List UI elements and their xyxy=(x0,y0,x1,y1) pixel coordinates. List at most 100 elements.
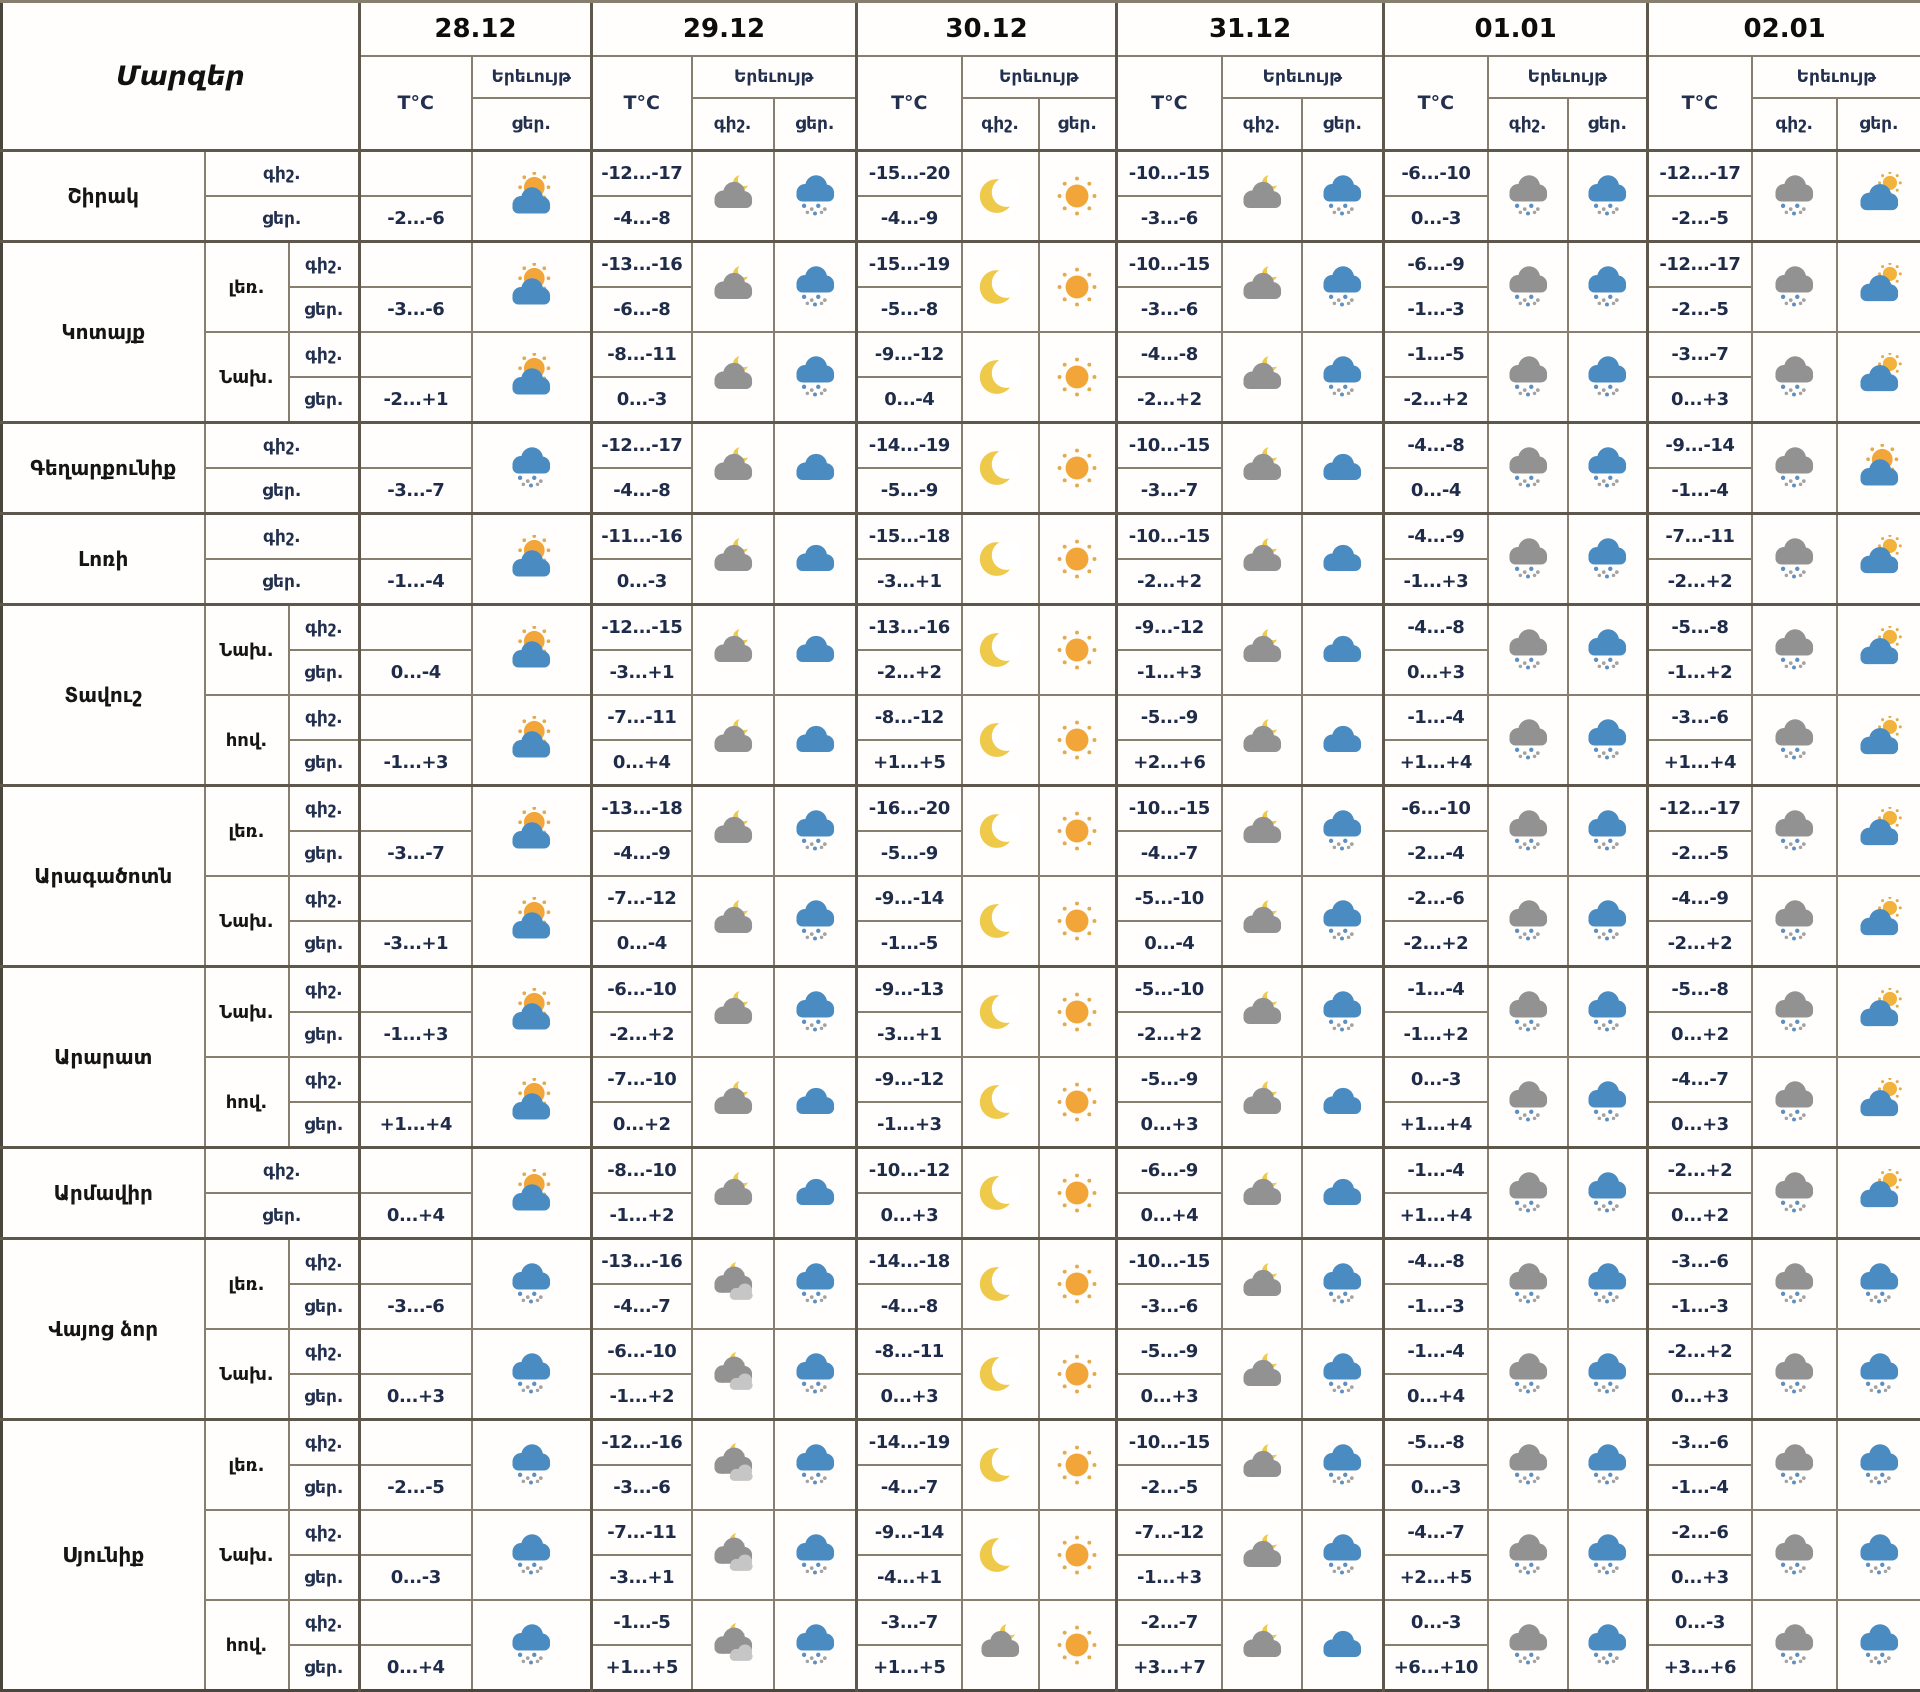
cloud-moon-icon xyxy=(1222,1420,1302,1511)
snow-cloud-blue-icon xyxy=(774,786,857,877)
snow-cloud-gray-icon xyxy=(1752,1239,1837,1330)
temp-day: -2...-5 xyxy=(1648,196,1752,242)
row-label-day: ցեր. xyxy=(289,1465,360,1510)
temp-day: 0...+3 xyxy=(360,1374,472,1420)
moon-icon xyxy=(962,876,1039,967)
clouds-moon-icon xyxy=(692,1329,774,1420)
cloud-blue-icon xyxy=(774,1057,857,1148)
temp-day: 0...+4 xyxy=(1117,1193,1222,1239)
moon-icon xyxy=(962,605,1039,696)
temp-night: -2...-6 xyxy=(1384,876,1488,921)
temp-day: 0...+4 xyxy=(592,740,692,786)
date-header-28.12: 28.12 xyxy=(360,2,592,57)
temp-night: -9...-12 xyxy=(857,1057,962,1102)
snow-cloud-gray-icon xyxy=(1488,1420,1568,1511)
snow-cloud-gray-icon xyxy=(1488,605,1568,696)
temp-night: -4...-8 xyxy=(1384,1239,1488,1285)
moon-icon xyxy=(962,786,1039,877)
snow-cloud-blue-icon xyxy=(1302,1420,1384,1511)
temp-day: -1...-4 xyxy=(360,559,472,605)
temp-night: -10...-12 xyxy=(857,1148,962,1194)
temp-day: -2...-4 xyxy=(1384,831,1488,876)
temp-night xyxy=(360,1148,472,1194)
cloud-sun-icon xyxy=(1837,786,1920,877)
snow-cloud-blue-icon xyxy=(774,1239,857,1330)
row-label-night: գիշ. xyxy=(205,514,360,560)
phenomenon-column-header: Երեւույթ xyxy=(1222,56,1384,98)
temp-night: -5...-8 xyxy=(1648,605,1752,651)
temp-day: 0...-3 xyxy=(1384,196,1488,242)
temp-day: +1...+4 xyxy=(1384,1193,1488,1239)
temp-night xyxy=(360,423,472,469)
snow-cloud-blue-icon xyxy=(774,242,857,333)
temp-night: -15...-19 xyxy=(857,242,962,288)
temp-day: +1...+4 xyxy=(1384,740,1488,786)
snow-cloud-blue-icon xyxy=(1302,876,1384,967)
snow-cloud-blue-icon xyxy=(774,1510,857,1600)
sun-icon xyxy=(1039,1329,1117,1420)
temp-night: -1...-5 xyxy=(1384,332,1488,377)
cloud-moon-icon xyxy=(692,876,774,967)
temp-night: -5...-8 xyxy=(1384,1420,1488,1466)
temp-night: -5...-8 xyxy=(1648,967,1752,1013)
temp-night: -5...-10 xyxy=(1117,967,1222,1013)
moon-icon xyxy=(962,1148,1039,1239)
temp-day: 0...+3 xyxy=(1648,377,1752,423)
temp-day: 0...+2 xyxy=(592,1102,692,1148)
row-label-day: ցեր. xyxy=(289,1374,360,1420)
cloud-moon-icon xyxy=(1222,967,1302,1058)
cloud-moon-icon xyxy=(692,242,774,333)
date-header-02.01: 02.01 xyxy=(1648,2,1920,57)
day-subheader: ցեր. xyxy=(1302,98,1384,151)
moon-icon xyxy=(962,1510,1039,1600)
cloud-moon-icon xyxy=(692,695,774,786)
snow-cloud-blue-icon xyxy=(1302,242,1384,333)
cloud-blue-icon xyxy=(1302,1057,1384,1148)
row-label-day: ցեր. xyxy=(205,1193,360,1239)
temp-day: -3...+1 xyxy=(360,921,472,967)
cloud-moon-icon xyxy=(1222,605,1302,696)
temp-night: -6...-10 xyxy=(592,967,692,1013)
sun-cloud-icon xyxy=(472,967,592,1058)
temp-night: -9...-14 xyxy=(1648,423,1752,469)
region-name: Արարատ xyxy=(2,967,205,1148)
snow-cloud-gray-icon xyxy=(1488,1239,1568,1330)
row-label-night: գիշ. xyxy=(289,876,360,921)
temp-day: +2...+5 xyxy=(1384,1555,1488,1600)
temp-day: -1...-4 xyxy=(1648,1465,1752,1510)
cloud-moon-icon xyxy=(692,786,774,877)
snow-cloud-gray-icon xyxy=(1752,786,1837,877)
temp-day: -1...+3 xyxy=(857,1102,962,1148)
temp-night: -7...-10 xyxy=(592,1057,692,1102)
snow-cloud-gray-icon xyxy=(1488,423,1568,514)
sun-icon xyxy=(1039,1420,1117,1511)
temp-day: 0...-4 xyxy=(1384,468,1488,514)
cloud-moon-icon xyxy=(1222,514,1302,605)
temp-day: -2...+2 xyxy=(1117,1012,1222,1057)
snow-cloud-blue-icon xyxy=(1568,151,1648,242)
temp-day: -1...-3 xyxy=(1648,1284,1752,1329)
temp-night: -14...-19 xyxy=(857,1420,962,1466)
temp-night: -13...-16 xyxy=(857,605,962,651)
temp-day: 0...+3 xyxy=(1648,1555,1752,1600)
temp-day: -2...+2 xyxy=(592,1012,692,1057)
subregion-name: Նախ. xyxy=(205,1329,289,1420)
row-label-night: գիշ. xyxy=(289,1329,360,1374)
sun-icon xyxy=(1039,514,1117,605)
sun-icon xyxy=(1039,1148,1117,1239)
day-subheader: ցեր. xyxy=(1568,98,1648,151)
temp-night: -12...-17 xyxy=(1648,151,1752,197)
phenomenon-column-header: Երեւույթ xyxy=(472,56,592,98)
temp-night: -5...-9 xyxy=(1117,695,1222,740)
subregion-name: լեռ. xyxy=(205,1420,289,1511)
temp-day: -1...+2 xyxy=(1384,1012,1488,1057)
temp-day: -4...-7 xyxy=(857,1465,962,1510)
temp-night: -15...-18 xyxy=(857,514,962,560)
row-label-day: ցեր. xyxy=(289,1645,360,1691)
temp-night: -12...-15 xyxy=(592,605,692,651)
temp-night: -10...-15 xyxy=(1117,514,1222,560)
cloud-moon-icon xyxy=(692,514,774,605)
temp-night: -8...-11 xyxy=(592,332,692,377)
cloud-sun-icon xyxy=(1837,967,1920,1058)
